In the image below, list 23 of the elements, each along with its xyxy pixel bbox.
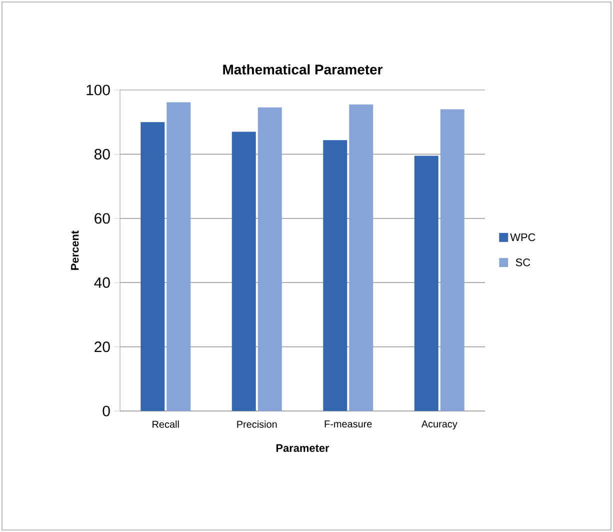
y-tick-label: 20 (94, 342, 110, 352)
chart-title: Mathematical Parameter (223, 64, 382, 75)
x-axis-title: Parameter (276, 444, 330, 452)
legend-label: SC (516, 258, 530, 266)
y-tick-label: 100 (86, 84, 110, 96)
y-axis-title: Percent (71, 230, 79, 270)
legend-label: WPC (510, 233, 536, 242)
y-tick-label: 60 (94, 213, 110, 224)
y-tick-label: 0 (102, 406, 110, 416)
x-tick-label: Acuracy (421, 420, 458, 430)
bar (232, 132, 256, 411)
x-tick-label: Precision (237, 420, 277, 428)
x-tick-label: F-measure (324, 420, 372, 428)
y-tick-label: 40 (94, 277, 110, 288)
bar (323, 140, 348, 411)
bar (258, 107, 282, 411)
bar (440, 109, 464, 411)
bar (140, 122, 165, 411)
bar (349, 104, 374, 411)
bar (166, 102, 191, 411)
x-tick-label: Recall (152, 420, 179, 428)
y-tick-label: 80 (94, 148, 110, 160)
bar (414, 156, 438, 411)
